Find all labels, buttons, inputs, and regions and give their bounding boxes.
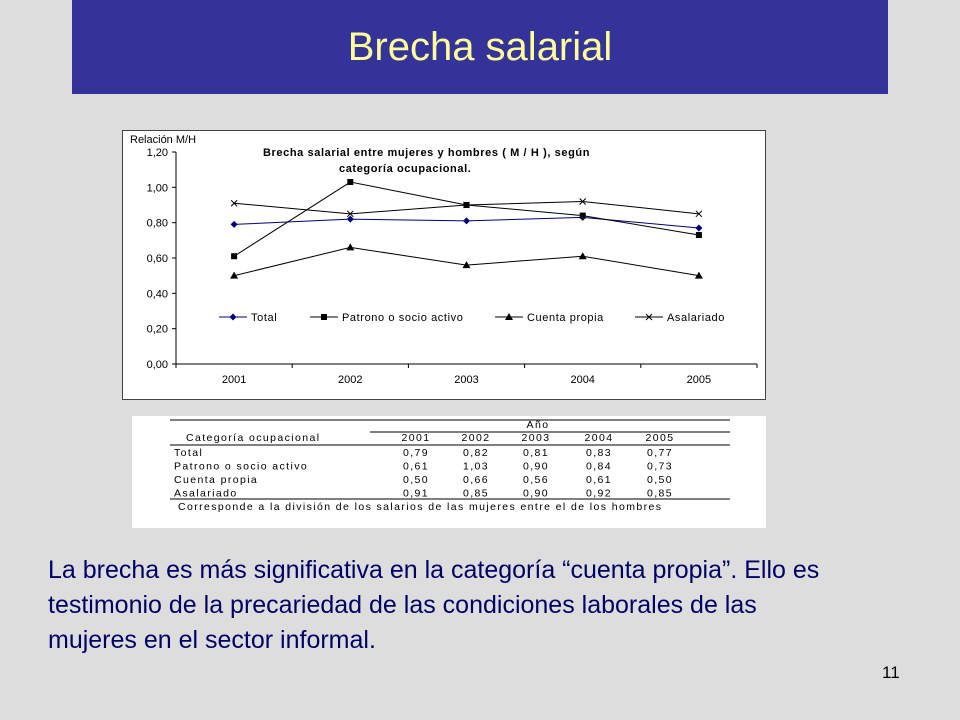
chart-y-tick-label: 0,60 [147,253,168,265]
table-cell: 0,84 [586,461,612,473]
legend-label-patrono-o-socio-activo: Patrono o socio activo [342,312,463,324]
table-cell: 0,61 [403,461,429,473]
data-point-patrono-o-socio-activo [231,253,238,260]
chart-y-tick-label: 1,00 [147,182,168,194]
data-point-cuenta-propia [230,271,239,279]
table-cell: 0,79 [403,447,429,459]
table-column-header: 2001 [402,432,431,444]
table-row-label: Asalariado [174,488,238,500]
table-cell: 0,92 [586,488,612,500]
table-cell: 0,73 [647,461,673,473]
data-point-cuenta-propia [694,271,703,279]
table-header-group: Año [527,419,550,431]
table-cell: 0,83 [586,447,612,459]
chart-y-tick-label: 0,00 [147,359,168,371]
table-column-header: 2002 [462,432,491,444]
chart-x-tick-label: 2002 [338,374,362,386]
table-row-header: Categoría ocupacional [186,432,320,444]
chart-y-tick-label: 1,20 [147,147,168,159]
data-table: Año Categoría ocupacional 2001 2002 2003 2004… [132,416,766,528]
table-cell: 0,82 [463,447,489,459]
table-cell: 0,61 [586,474,612,486]
chart-title-line-1: Brecha salarial entre mujeres y hombres … [263,147,590,159]
legend-label-total: Total [251,312,277,324]
data-point-patrono-o-socio-activo [695,232,702,239]
table-cell: 0,50 [403,474,429,486]
title-bar: Brecha salarial [72,0,888,94]
chart-x-tick-label: 2001 [222,374,246,386]
table-cell: 0,77 [647,447,673,459]
data-point-patrono-o-socio-activo [579,212,586,219]
data-point-cuenta-propia [578,252,587,260]
table-row-label: Cuenta propia [174,474,258,486]
data-point-cuenta-propia [462,261,471,269]
legend-marker-cuenta-propia [505,313,513,320]
data-point-asalariado [579,198,587,205]
page-number: 11 [882,663,900,682]
data-point-cuenta-propia [346,243,355,251]
data-point-asalariado [230,199,238,207]
table-column-header: 2004 [585,432,614,444]
legend-marker-patrono-o-socio-activo [321,314,327,320]
legend-label-asalariado: Asalariado [667,312,725,324]
table-cell: 0,90 [523,461,549,473]
data-point-asalariado [346,210,354,218]
table-cell: 0,50 [647,474,673,486]
legend-marker-total [229,313,237,321]
chart-title-line-2: categoría ocupacional. [339,163,471,175]
table-cell: 0,56 [523,474,549,486]
table-row-label: Patrono o socio activo [174,461,308,473]
chart-canvas: Relación M/H Brecha salarial entre mujer… [130,134,758,386]
line-chart: Relación M/H Brecha salarial entre mujer… [122,130,766,400]
data-point-asalariado [463,201,470,209]
chart-y-axis-label: Relación M/H [130,134,196,146]
data-point-asalariado [695,210,703,218]
legend-marker-asalariado [645,313,653,321]
table-canvas: Año Categoría ocupacional 2001 2002 2003 2004… [170,419,730,513]
table-cell: 0,85 [647,488,673,500]
body-text: La brecha es más significativa en la cat… [48,556,820,654]
legend-label-cuenta-propia: Cuenta propia [527,312,604,324]
data-point-patrono-o-socio-activo [347,179,354,186]
chart-y-tick-label: 0,80 [147,218,168,230]
data-point-total [695,224,703,232]
data-point-total [463,217,470,225]
table-footnote: Corresponde a la división de los salario… [178,501,662,513]
table-row-label: Total [174,447,203,459]
chart-y-tick-label: 0,20 [147,324,168,336]
chart-x-tick-label: 2004 [570,374,594,386]
slide-title: Brecha salarial [347,24,613,69]
table-column-header: 2005 [646,432,675,444]
table-cell: 0,91 [403,488,429,500]
chart-x-tick-label: 2003 [454,374,478,386]
table-cell: 0,81 [523,447,549,459]
data-point-total [346,215,354,223]
chart-x-tick-label: 2005 [687,374,711,386]
table-cell: 1,03 [463,461,489,473]
table-cell: 0,90 [523,488,549,500]
data-point-total [230,220,238,228]
table-cell: 0,66 [463,474,489,486]
table-cell: 0,85 [463,488,489,500]
chart-y-tick-label: 0,40 [147,288,168,300]
table-column-header: 2003 [522,432,551,444]
